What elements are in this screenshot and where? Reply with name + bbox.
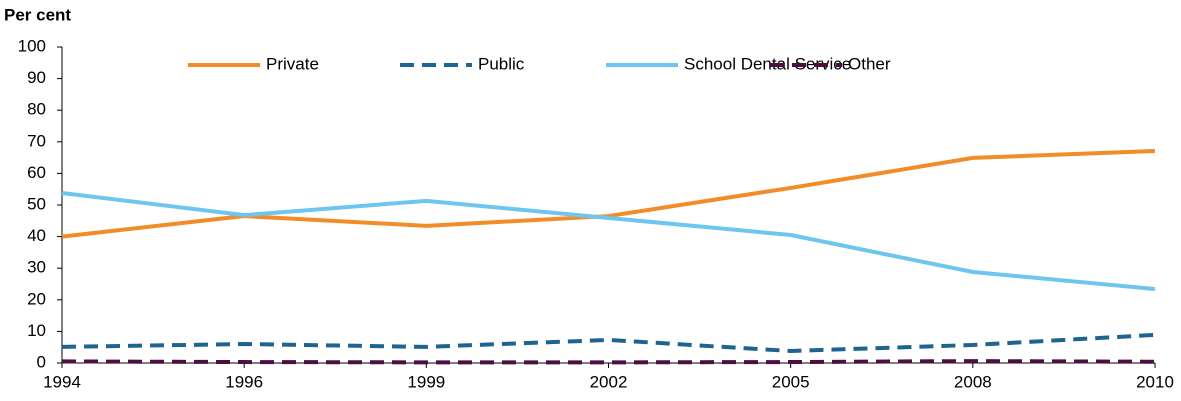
- y-tick-label: 60: [27, 163, 46, 182]
- x-tick-label: 2002: [590, 372, 628, 391]
- y-tick-label: 30: [27, 258, 46, 277]
- y-tick-label: 0: [37, 352, 46, 371]
- x-tick-label: 2010: [1136, 372, 1174, 391]
- line-series: [61, 191, 1156, 292]
- x-tick-label: 1996: [225, 372, 263, 391]
- y-tick-label: 10: [27, 321, 46, 340]
- y-tick-label: 40: [27, 226, 46, 245]
- y-tick-label: 70: [27, 131, 46, 150]
- legend-label: School Dental Service: [684, 54, 851, 73]
- line-series: [61, 148, 1156, 239]
- y-tick-label: 50: [27, 194, 46, 213]
- line-series: [61, 332, 1156, 353]
- legend-label: Private: [266, 54, 319, 73]
- x-tick-label: 1994: [43, 372, 81, 391]
- y-tick-label: 20: [27, 289, 46, 308]
- x-tick-label: 2005: [772, 372, 810, 391]
- line-series: [61, 359, 1156, 365]
- y-axis-label: Per cent: [4, 5, 71, 24]
- x-tick-label: 2008: [954, 372, 992, 391]
- x-tick-label: 1999: [407, 372, 445, 391]
- legend-label: Other: [848, 54, 891, 73]
- y-tick-label: 100: [18, 36, 46, 55]
- y-tick-label: 80: [27, 100, 46, 119]
- y-tick-label: 90: [27, 68, 46, 87]
- legend-label: Public: [478, 54, 525, 73]
